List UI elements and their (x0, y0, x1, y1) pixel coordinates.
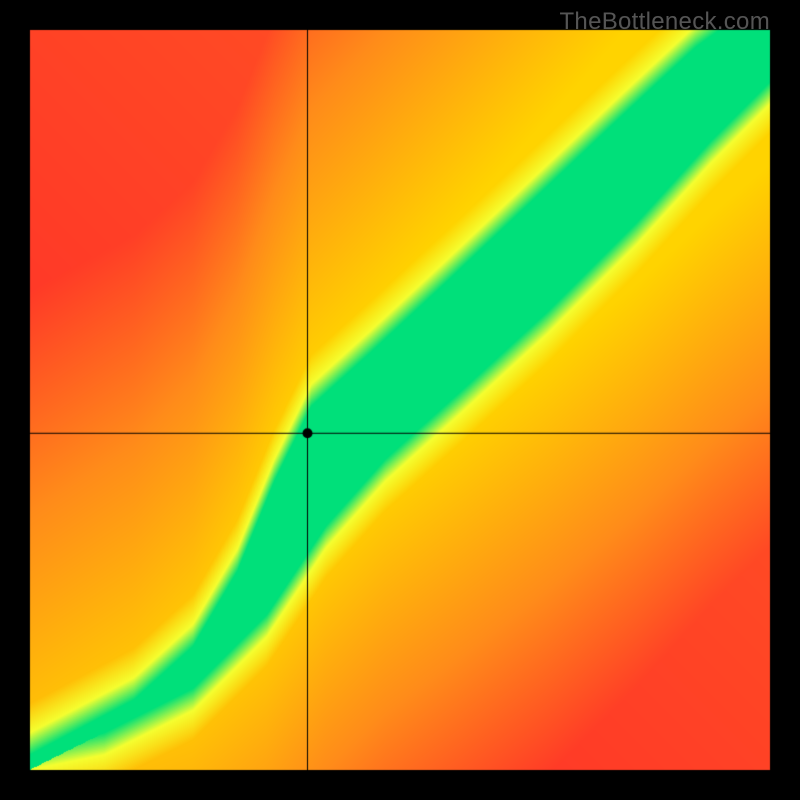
heatmap-canvas (0, 0, 800, 800)
watermark-text: TheBottleneck.com (559, 8, 770, 36)
chart-container: TheBottleneck.com (0, 0, 800, 800)
